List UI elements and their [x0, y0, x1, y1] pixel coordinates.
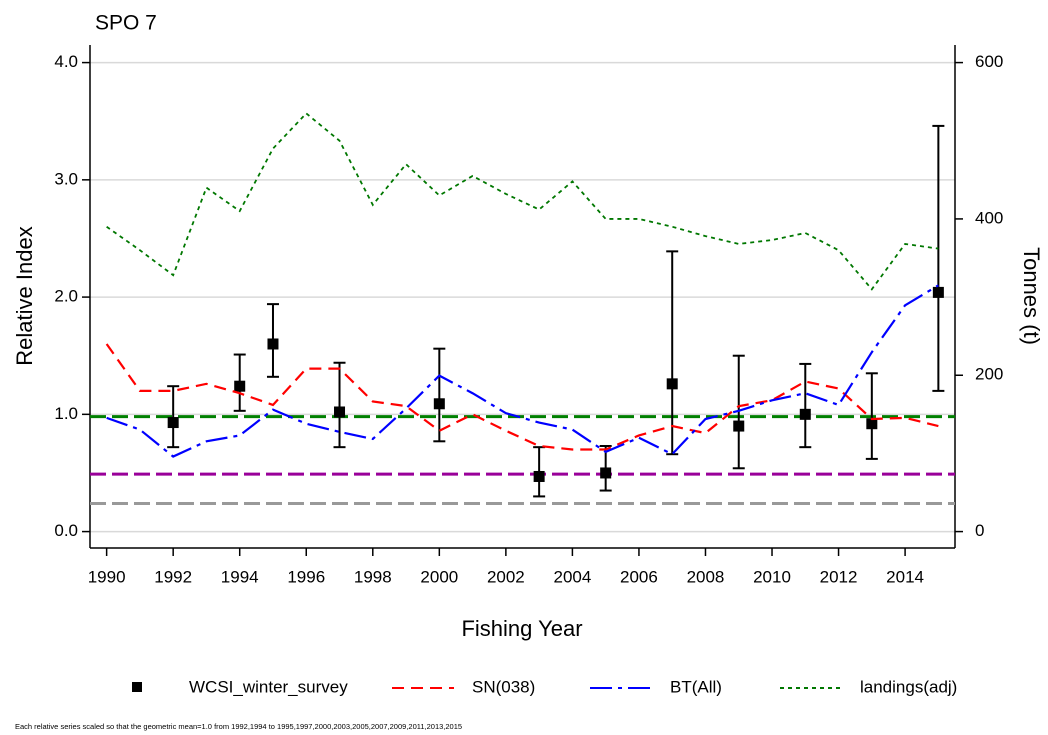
point	[866, 418, 878, 430]
y-axis-label: Relative Index	[12, 226, 37, 365]
legend-label: SN(038)	[472, 677, 535, 696]
y-tick-label: 0.0	[54, 521, 78, 540]
x-tick-label: 2008	[687, 567, 725, 586]
series-line	[106, 284, 939, 458]
x-tick-label: 2012	[820, 567, 858, 586]
x-tick-label: 2004	[553, 567, 591, 586]
point	[799, 408, 811, 420]
point	[600, 467, 612, 479]
x-tick-label: 2010	[753, 567, 791, 586]
y-tick-label: 2.0	[54, 287, 78, 306]
y2-tick-label: 400	[975, 208, 1003, 227]
x-tick-label: 1990	[88, 567, 126, 586]
series-line	[106, 112, 939, 291]
x-tick-label: 2006	[620, 567, 658, 586]
y-tick-label: 4.0	[54, 52, 78, 71]
point	[433, 398, 445, 410]
point	[167, 417, 179, 429]
x-tick-label: 2014	[886, 567, 924, 586]
legend-label: WCSI_winter_survey	[189, 677, 348, 696]
point	[334, 406, 346, 418]
series-line	[105, 343, 939, 451]
y2-tick-label: 200	[975, 365, 1003, 384]
point	[234, 380, 246, 392]
y-tick-label: 1.0	[54, 404, 78, 423]
y-tick-label: 3.0	[54, 169, 78, 188]
x-tick-label: 2002	[487, 567, 525, 586]
legend-label: BT(All)	[670, 677, 722, 696]
point	[733, 420, 745, 432]
x-tick-label: 1994	[221, 567, 259, 586]
legend-marker	[132, 682, 142, 692]
point	[932, 286, 944, 298]
y2-axis-label: Tonnes (t)	[1019, 247, 1044, 345]
point	[533, 470, 545, 482]
x-axis-label: Fishing Year	[461, 616, 582, 641]
y2-tick-label: 600	[975, 52, 1003, 71]
legend-label: landings(adj)	[860, 677, 957, 696]
point	[267, 338, 279, 350]
x-tick-label: 1996	[287, 567, 325, 586]
point	[666, 378, 678, 390]
x-tick-label: 2000	[420, 567, 458, 586]
x-tick-label: 1992	[154, 567, 192, 586]
x-tick-label: 1998	[354, 567, 392, 586]
y2-tick-label: 0	[975, 521, 984, 540]
footnote: Each relative series scaled so that the …	[15, 722, 462, 731]
chart-title: SPO 7	[95, 12, 157, 35]
